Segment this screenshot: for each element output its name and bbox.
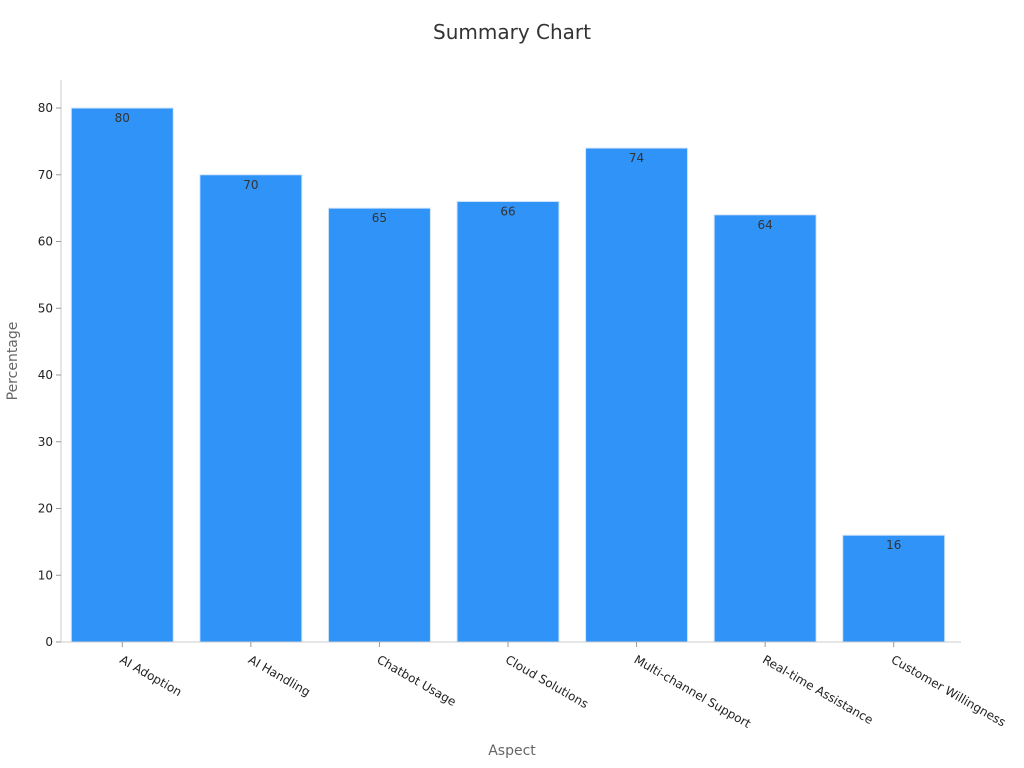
bar-6 xyxy=(842,534,946,643)
data-label-4: 74 xyxy=(629,151,644,165)
x-ticks-layer: AI Adoption AI Handling Chatbot Usage Cloud… xyxy=(117,642,1008,731)
bar-1 xyxy=(199,174,303,643)
data-label-6: 16 xyxy=(886,538,901,552)
data-label-1: 70 xyxy=(243,178,258,192)
y-tick-label-2: 20 xyxy=(38,502,53,516)
bar-0 xyxy=(70,107,174,643)
data-label-0: 80 xyxy=(115,111,130,125)
y-tick-label-1: 10 xyxy=(38,568,53,582)
x-tick-label-0: AI Adoption xyxy=(117,652,184,699)
data-label-5: 64 xyxy=(758,218,773,232)
y-tick-label-6: 60 xyxy=(38,235,53,249)
y-tick-label-8: 80 xyxy=(38,101,53,115)
bar-5 xyxy=(713,214,817,643)
x-tick-label-6: Customer Willingness xyxy=(889,652,1008,729)
data-labels-layer: 80 70 65 66 74 64 16 xyxy=(115,111,902,552)
y-tick-label-3: 30 xyxy=(38,435,53,449)
bar-2 xyxy=(327,207,431,643)
bar-3 xyxy=(456,200,560,643)
y-axis-title: Percentage xyxy=(5,322,21,401)
y-tick-label-4: 40 xyxy=(38,368,53,382)
x-tick-label-1: AI Handling xyxy=(246,652,313,699)
chart-title: Summary Chart xyxy=(433,20,591,44)
bar-4 xyxy=(585,147,689,643)
data-label-2: 65 xyxy=(372,211,387,225)
data-label-3: 66 xyxy=(500,204,515,218)
y-ticks-layer: 0 10 20 30 40 50 60 70 80 xyxy=(38,101,61,649)
y-tick-label-7: 70 xyxy=(38,168,53,182)
x-axis-title: Aspect xyxy=(488,743,536,759)
x-tick-label-3: Cloud Solutions xyxy=(503,652,591,711)
x-tick-label-2: Chatbot Usage xyxy=(374,652,458,709)
x-tick-label-5: Real-time Assistance xyxy=(760,652,875,727)
y-tick-label-0: 0 xyxy=(45,635,53,649)
bars-layer xyxy=(70,107,946,643)
y-tick-label-5: 50 xyxy=(38,301,53,315)
x-tick-label-4: Multi-channel Support xyxy=(632,652,754,730)
